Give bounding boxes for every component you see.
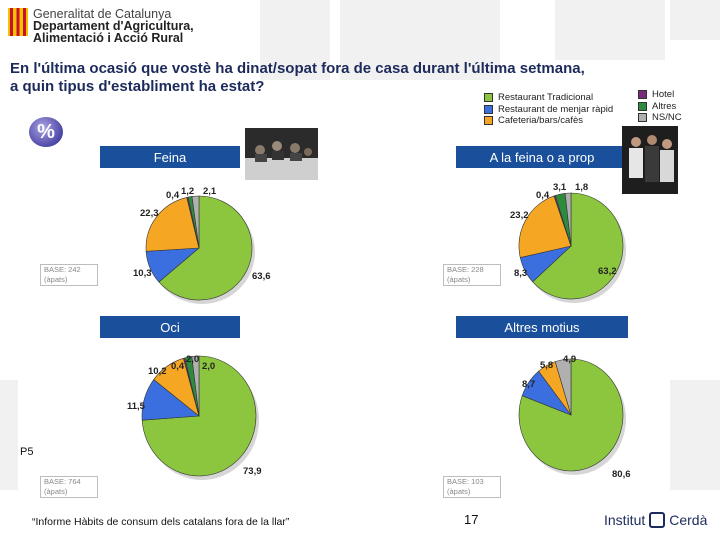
restaurant-photo: [245, 128, 318, 180]
pie-label-oci-rt: 73,9: [243, 466, 262, 477]
panel-header-altres-motius: Altres motius: [456, 316, 628, 338]
percent-badge: %: [28, 116, 64, 148]
legend-left: Restaurant Tradicional Restaurant de men…: [484, 92, 613, 127]
pie-label-prop-ns: 1,8: [575, 182, 589, 193]
background-block: [0, 380, 18, 490]
pie-slice-a-la-feina-cafeteria: [518, 195, 572, 258]
people-photo: [622, 126, 678, 194]
legend-item-cafeteria: Cafeteria/bars/cafès: [484, 115, 613, 127]
base-unit: (àpats): [44, 487, 68, 496]
brand-word-1: Institut: [604, 512, 646, 528]
pie-label-prop-ho: 0,4: [536, 190, 550, 201]
legend-label: Restaurant de menjar ràpid: [498, 103, 614, 115]
pie-label-oci-ns: 2,0: [202, 361, 216, 372]
pie-label-oci-ho: 0,4: [171, 361, 185, 372]
pie-label-prop-cb: 23,2: [510, 210, 529, 221]
organization-name: Generalitat de Catalunya Departament d'A…: [33, 7, 194, 45]
pie-label-feina-cb: 22,3: [140, 208, 159, 219]
pie-label-oci-al: 2,0: [186, 354, 200, 365]
pie-slice-feina-cafeteria: [145, 197, 200, 252]
pie-label-prop-mr: 8,3: [514, 268, 528, 279]
pie-label-oci-cb: 10,2: [148, 366, 167, 377]
legend-swatch: [484, 116, 493, 126]
panel-header-feina: Feina: [100, 146, 240, 168]
pie-label-altres-ns: 4,9: [563, 354, 577, 365]
brand-word-2: Cerdà: [669, 512, 708, 528]
pie-label-altres-mr: 8,7: [522, 379, 536, 390]
base-box-altres-motius: BASE: 103 (àpats): [443, 476, 501, 498]
base-count: BASE: 228: [447, 265, 484, 274]
institut-cerda-logo: Institut Cerdà: [604, 512, 707, 528]
legend-swatch: [638, 90, 647, 100]
title-line-1: En l'última ocasió que vostè ha dinat/so…: [10, 60, 585, 77]
legend-item-nsnc: NS/NC: [638, 112, 682, 124]
background-block: [670, 0, 720, 40]
legend-label: NS/NC: [652, 112, 682, 123]
base-box-oci: BASE: 764 (àpats): [40, 476, 98, 498]
pie-slice-feina-restaurant-tradicional: [158, 195, 253, 301]
base-count: BASE: 103: [447, 477, 484, 486]
legend-label: Restaurant Tradicional: [498, 92, 594, 103]
brand-square-icon: [649, 512, 666, 528]
background-block: [555, 0, 665, 60]
legend-item-altres: Altres: [638, 101, 682, 113]
question-title: En l'última ocasió que vostè ha dinat/so…: [10, 60, 650, 96]
base-unit: (àpats): [447, 275, 471, 284]
pie-label-feina-al: 1,2: [181, 186, 195, 197]
legend-item-hotel: Hotel: [638, 89, 682, 101]
legend-swatch: [484, 104, 493, 114]
org-line-3: Alimentació i Acció Rural: [33, 31, 184, 45]
legend-item-restaurant-tradicional: Restaurant Tradicional: [484, 92, 613, 104]
legend-label: Hotel: [652, 89, 675, 100]
pie-slice-altres-motius-restaurant-tradicional: [518, 358, 624, 472]
pie-label-feina-rt: 63,6: [252, 271, 271, 282]
panel-header-oci: Oci: [100, 316, 240, 338]
legend-label: Altres: [652, 100, 677, 112]
pie-label-feina-ho: 0,4: [166, 190, 180, 201]
base-count: BASE: 764: [44, 477, 81, 486]
org-line-1: Generalitat de Catalunya: [33, 7, 172, 21]
legend-swatch: [638, 113, 647, 123]
pie-label-feina-mr: 10,3: [133, 268, 152, 279]
legend-swatch: [484, 93, 493, 103]
base-unit: (àpats): [447, 487, 471, 496]
pie-label-altres-rt: 80,6: [612, 469, 631, 480]
background-block: [670, 380, 720, 490]
base-count: BASE: 242: [44, 265, 81, 274]
pie-slice-oci-nsnc: [191, 355, 200, 417]
legend-item-menjar-rapid: Restaurant de menjar ràpid: [484, 104, 613, 116]
pie-slice-feina-nsnc: [191, 195, 200, 249]
panel-header-a-la-feina: A la feina o a prop: [456, 146, 628, 168]
pie-label-prop-rt: 63,2: [598, 266, 617, 277]
background-block: [340, 0, 500, 80]
org-line-2: Departament d'Agricultura,: [33, 19, 194, 33]
question-code: P5: [20, 446, 34, 458]
pie-label-prop-al: 3,1: [553, 182, 567, 193]
legend-swatch: [638, 101, 647, 111]
legend-right: Hotel Altres NS/NC: [638, 89, 682, 124]
base-box-feina: BASE: 242 (àpats): [40, 264, 98, 286]
pie-label-altres-cb: 5,8: [540, 360, 554, 371]
pie-slice-a-la-feina-nsnc: [564, 192, 572, 247]
page-number: 17: [464, 512, 479, 527]
report-title: “Informe Hàbits de consum dels catalans …: [32, 516, 290, 528]
pie-slice-a-la-feina-restaurant-tradicional: [532, 192, 624, 300]
generalitat-logo-icon: [8, 8, 28, 36]
pie-label-feina-ns: 2,1: [203, 186, 217, 197]
pie-slice-altres-motius-nsnc: [554, 358, 572, 416]
base-box-a-la-feina: BASE: 228 (àpats): [443, 264, 501, 286]
pie-label-oci-mr: 11,5: [127, 401, 145, 412]
legend-label: Cafeteria/bars/cafès: [498, 115, 584, 126]
base-unit: (àpats): [44, 275, 68, 284]
background-block: [260, 0, 330, 80]
title-line-2: a quin tipus d'establiment ha estat?: [10, 78, 265, 95]
